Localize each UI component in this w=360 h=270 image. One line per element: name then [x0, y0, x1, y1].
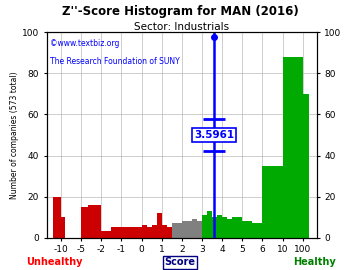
Bar	[207, 211, 212, 238]
Bar	[121, 227, 131, 238]
Bar	[162, 225, 167, 238]
Bar	[61, 217, 65, 238]
Bar	[237, 217, 242, 238]
Bar	[212, 217, 217, 238]
Bar	[141, 225, 147, 238]
Bar	[152, 225, 157, 238]
Bar	[227, 219, 232, 238]
Text: Score: Score	[165, 257, 195, 267]
Bar	[217, 215, 222, 238]
Y-axis label: Number of companies (573 total): Number of companies (573 total)	[10, 71, 19, 199]
Text: Healthy: Healthy	[294, 257, 336, 267]
Bar	[53, 197, 61, 238]
Text: ©www.textbiz.org: ©www.textbiz.org	[50, 39, 119, 48]
Text: Z''-Score Histogram for MAN (2016): Z''-Score Histogram for MAN (2016)	[62, 5, 298, 18]
Bar	[101, 231, 111, 238]
Bar	[222, 217, 227, 238]
Bar	[157, 213, 162, 238]
Bar	[232, 217, 237, 238]
Text: The Research Foundation of SUNY: The Research Foundation of SUNY	[50, 57, 179, 66]
Text: Unhealthy: Unhealthy	[26, 257, 82, 267]
Bar	[88, 205, 101, 238]
Bar	[177, 223, 182, 238]
Bar	[242, 221, 252, 238]
Bar	[131, 227, 141, 238]
Bar	[252, 223, 262, 238]
Bar	[283, 57, 303, 238]
Bar	[167, 227, 172, 238]
Bar	[182, 221, 187, 238]
Bar	[187, 221, 192, 238]
Title: Sector: Industrials: Sector: Industrials	[134, 22, 229, 32]
Bar	[147, 227, 152, 238]
Bar	[192, 219, 197, 238]
Bar	[202, 215, 207, 238]
Bar	[303, 94, 309, 238]
Bar	[111, 227, 121, 238]
Bar	[81, 207, 88, 238]
Text: 3.5961: 3.5961	[194, 130, 234, 140]
Bar	[262, 166, 283, 238]
Bar	[172, 223, 177, 238]
Bar	[197, 221, 202, 238]
